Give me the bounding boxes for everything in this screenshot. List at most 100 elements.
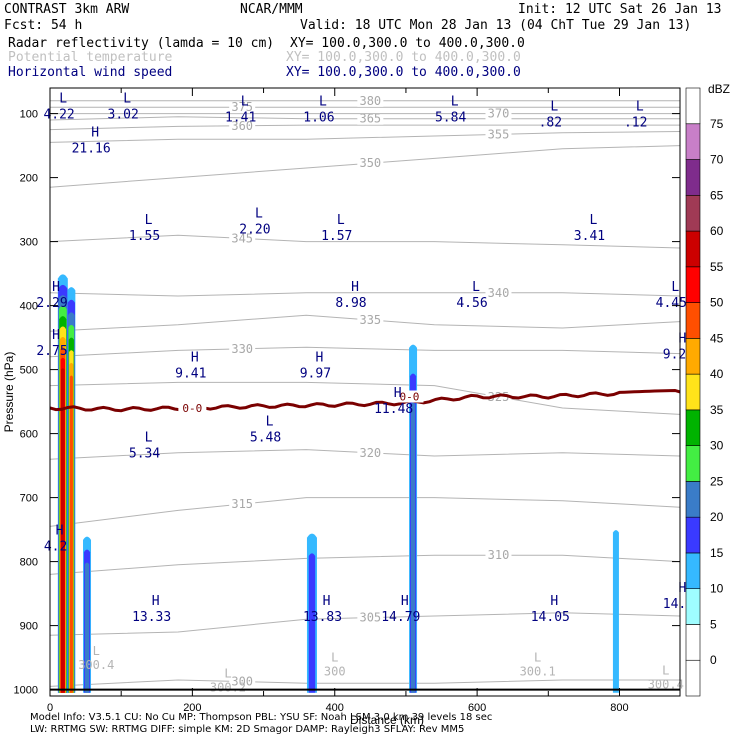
theta-contour-label-335: 335 [359,313,381,327]
theta-contour-label-350: 350 [359,156,381,170]
theta-contour-345 [50,234,680,249]
colorbar-label-45: 45 [710,331,724,345]
colorbar-label-60: 60 [710,224,724,238]
colorbar-segment-13 [685,194,701,232]
theta-contour-label-320: 320 [359,446,381,460]
wind-extremum-value-10: 1.57 [321,229,352,244]
wind-extremum-marker-12: H [52,280,60,295]
reflectivity-cell-5 [612,530,619,693]
wind-extremum-value-1: 3.02 [108,107,139,122]
wind-extremum-marker-9: L [255,207,263,222]
forecast-hour: Fcst: 54 h [4,18,83,33]
colorbar-label-25: 25 [710,474,724,488]
center-title: NCAR/MMM [240,2,303,17]
wind-extremum-marker-8: L [145,213,153,228]
field-xy-wind: XY= 100.0,300.0 to 400.0,300.0 [286,65,521,80]
y-tick-label-600: 600 [20,429,38,441]
footer-line-2: LW: RRTMG SW: RRTMG DIFF: simple KM: 2D … [30,724,465,735]
wind-extremum-marker-28: H [550,594,558,609]
field-name-wind: Horizontal wind speed [8,65,173,80]
colorbar-segment-3 [685,552,701,590]
wind-extremum-value-19: 9.97 [300,367,331,382]
wind-extremum-marker-2: L [241,95,249,110]
wind-extremum-marker-1: L [123,91,131,106]
colorbar-segment-7 [685,409,701,446]
theta-contour-label-345: 345 [231,231,253,245]
zero-isotherm-label-0: 0-0 [182,402,202,415]
theta-contours: 3003053103153203253303353403453503553603… [50,88,680,696]
wind-extremum-value-22: 5.34 [129,447,160,462]
colorbar-label-15: 15 [710,546,724,560]
reflectivity-cell-2 [83,536,92,693]
wind-extremum-marker-19: H [315,351,323,366]
field-name-theta: Potential temperature [8,50,173,65]
freezing-line: 0-0 0-0 [50,388,680,415]
wind-extremum-value-13: 8.98 [335,296,366,311]
colorbar-segment-11 [685,266,701,303]
wind-extremum-value-4: 5.84 [435,111,466,126]
footer-line-1: Model Info: V3.5.1 CU: No Cu MP: Thompso… [30,712,493,723]
colorbar-segment-15 [685,123,701,160]
x-tick-label-0: 0 [47,702,53,714]
wind-extremum-marker-14: L [472,280,480,295]
wind-extremum-value-20: 11.48 [374,402,413,417]
colorbar-segment-12 [685,230,701,268]
y-tick-label-700: 700 [20,493,38,505]
reflectivity-cell-4 [409,344,418,693]
wind-extremum-marker-25: H [152,594,160,609]
zero-isotherm-label-1: 0-0 [400,390,420,403]
wind-extremum-marker-15: L [671,280,679,295]
theta-contour-330 [50,346,680,358]
colorbar-label-70: 70 [710,153,724,167]
wind-extremum-marker-20: H [394,386,402,401]
theta-contour-label-375: 375 [231,100,253,114]
reflectivity-cell-3 [306,533,317,693]
wind-extremum-value-21: 5.48 [250,431,281,446]
valid-time: Valid: 18 UTC Mon 28 Jan 13 (04 ChT Tue … [300,18,692,33]
field-xy-theta: XY= 100.0,300.0 to 400.0,300.0 [286,50,521,65]
wind-extremum-marker-11: L [590,213,598,228]
plot-frame [49,87,681,697]
wind-extremum-marker-22: L [145,431,153,446]
wind-extremum-value-27: 14.79 [381,610,420,625]
theta-contour-label-380: 380 [359,94,381,108]
wind-extremum-value-8: 1.55 [129,229,160,244]
wind-extremum-marker-21: L [266,415,274,430]
theta-contour-label-305: 305 [359,611,381,625]
theta-contour-label-300: 300 [231,675,253,689]
theta-contour-340 [50,292,680,297]
wind-extremum-marker-17: H [679,331,687,346]
theta-extremum-value-2: 300 [324,665,346,679]
y-tick-label-900: 900 [20,621,38,633]
theta-extremum-value-1: 300.2 [210,681,246,695]
theta-extremum-marker-0: L [93,644,100,658]
colorbar-label-20: 20 [710,510,724,524]
theta-contour-360 [50,124,680,131]
colorbar-label-35: 35 [710,403,724,417]
wind-extremum-marker-3: L [319,95,327,110]
theta-contour-355 [50,131,680,143]
y-tick-label-100: 100 [20,109,38,121]
wind-extrema-labels: L4.22L3.02L1.41L1.06L5.84L.82L.12H21.16L… [36,91,694,624]
colorbar-segment-14 [685,159,701,196]
colorbar-segment-5 [685,481,701,518]
x-tick-label-800: 800 [610,702,628,714]
colorbar-label-0: 0 [710,653,717,667]
theta-contour-310 [50,554,680,575]
colorbar-unit: dBZ [708,82,730,96]
theta-contour-300 [50,679,680,687]
wind-extremum-value-15: 4.45 [656,296,687,311]
wind-extremum-value-11: 3.41 [574,229,605,244]
theta-contour-label-330: 330 [231,342,253,356]
theta-extremum-marker-1: L [224,667,231,681]
axes: 100 200 300 400 500 600 700 800 900 1000 0 200 400 60… [14,87,681,714]
colorbar-label-55: 55 [710,260,724,274]
colorbar-segment-6 [685,445,701,482]
field-xy-reflectivity: XY= 100.0,300.0 to 400.0,300.0 [290,36,525,51]
theta-contour-label-310: 310 [488,548,510,562]
colorbar-segment-1 [685,624,701,661]
colorbar-segment-4 [685,516,701,554]
x-axis-label: Distance (km) [350,713,424,727]
colorbar-segment-8 [685,373,701,411]
colorbar-segment-0 [685,659,701,697]
